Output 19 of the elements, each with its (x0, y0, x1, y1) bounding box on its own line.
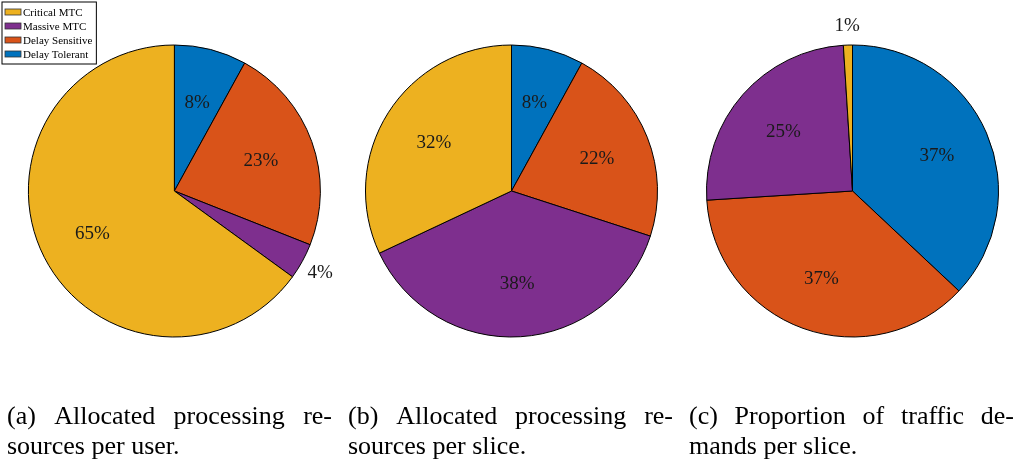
data-label: 37% (919, 143, 955, 165)
data-label: 65% (75, 222, 111, 244)
data-label: 32% (416, 131, 452, 153)
chart-title: (c) Proportion of traffic de- mands per slice. (689, 401, 1014, 460)
chart-title: (a) Allocated processing re- sources per user. (7, 401, 332, 460)
data-label: 38% (499, 272, 535, 294)
legend-label: Delay Sensitive (23, 34, 93, 46)
data-label: 22% (579, 146, 615, 168)
data-label: 1% (834, 14, 861, 36)
data-label: 8% (184, 91, 211, 113)
chart-title: (b) Allocated processing re- sources per slice. (348, 401, 673, 460)
data-label: 8% (521, 91, 548, 113)
legend-label: Critical MTC (23, 6, 83, 18)
data-label: 25% (766, 119, 802, 141)
data-label: 4% (307, 260, 334, 282)
data-label: 37% (803, 267, 839, 289)
legend-label: Delay Tolerant (23, 48, 89, 60)
data-label: 23% (243, 149, 279, 171)
legend-label: Massive MTC (23, 20, 87, 32)
